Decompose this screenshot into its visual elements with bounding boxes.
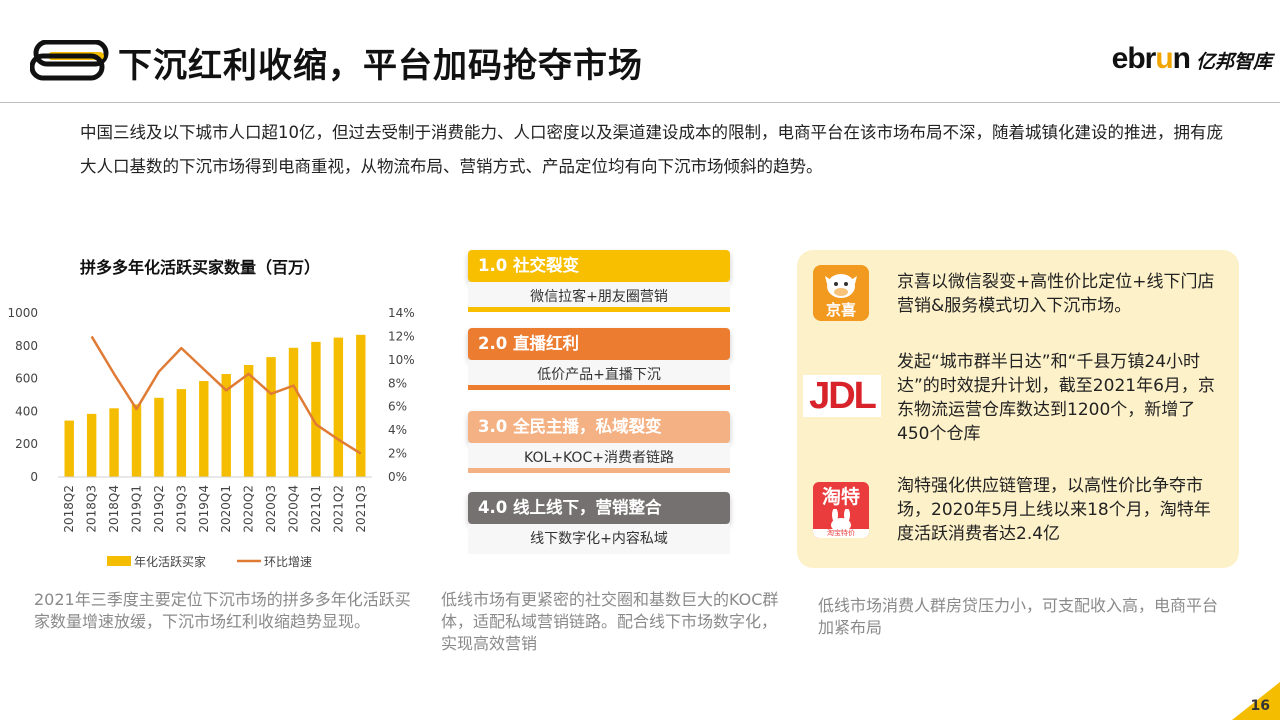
y-left-tick-label: 400 — [15, 404, 38, 418]
y-right-tick-label: 4% — [388, 423, 407, 437]
stage-1-detail: 微信拉客+朋友圈营销 — [468, 282, 730, 312]
y-right-tick-label: 8% — [388, 376, 407, 390]
cow-face-icon — [825, 274, 857, 298]
jdl-description: 发起“城市群半日达”和“千县万镇24小时达”的时效提升计划，截至2021年6月，… — [897, 352, 1215, 444]
x-tick-label: 2019Q1 — [130, 485, 144, 533]
caption-middle: 低线市场有更紧密的社交圈和基数巨大的KOC群体，适配私域营销链路。配合线下市场数… — [441, 590, 779, 653]
x-tick-label: 2020Q3 — [264, 485, 278, 533]
jingxi-description: 京喜以微信裂变+高性价比定位+线下门店营销&服务模式切入下沉市场。 — [897, 272, 1215, 316]
growth-rate-line — [90, 335, 362, 455]
bar — [176, 389, 187, 477]
brand-name-cn: 亿邦智库 — [1195, 51, 1272, 73]
taote-description: 淘特强化供应链管理，以高性价比争夺市场，2020年5月上线以来18个月，淘特年度… — [897, 476, 1211, 544]
brand-logo: ebrun 亿邦智库 — [1112, 42, 1272, 76]
bar — [333, 337, 344, 477]
active-buyers-chart: 0 200 400 600 800 1000 0% 2% 4% 6% 8% 10% 12% 14% 2018… — [7, 306, 415, 569]
brand-name-en: ebrun — [1111, 42, 1191, 75]
y-right-tick-label: 2% — [388, 447, 407, 461]
jingxi-logo: 京喜 — [813, 265, 869, 321]
brand-logo-mark — [30, 40, 109, 81]
bar — [288, 347, 299, 477]
jingxi-logo-text: 京喜 — [825, 301, 856, 319]
y-left-tick-label: 1000 — [7, 306, 38, 320]
y-left-tick-label: 0 — [30, 470, 38, 484]
legend-label-bars: 年化活跃买家 — [134, 554, 206, 569]
intro-paragraph: 中国三线及以下城市人口超10亿，但过去受制于消费能力、人口密度以及渠道建设成本的… — [80, 123, 1223, 176]
stage-1: 1.0 社交裂变 微信拉客+朋友圈营销 — [468, 250, 730, 312]
caption-right: 低线市场消费人群房贷压力小，可支配收入高，电商平台加紧布局 — [818, 596, 1219, 637]
y-left-tick-label: 800 — [15, 339, 38, 353]
taote-logo-subtext: 淘宝特价 — [813, 529, 869, 538]
stage-4-label: 4.0 线上线下，营销整合 — [468, 492, 730, 524]
stage-1-label: 1.0 社交裂变 — [468, 250, 730, 282]
bar — [64, 420, 74, 477]
y-right-tick-label: 10% — [388, 353, 415, 367]
platform-card: 京喜 京喜以微信裂变+高性价比定位+线下门店营销&服务模式切入下沉市场。 JDL… — [797, 250, 1239, 568]
bar — [199, 381, 209, 477]
stage-3: 3.0 全民主播，私域裂变 KOL+KOC+消费者链路 — [468, 411, 730, 473]
x-tick-label: 2018Q2 — [62, 485, 76, 533]
x-tick-label: 2021Q3 — [354, 485, 368, 533]
jdl-logo: JDL — [803, 375, 881, 417]
x-tick-label: 2021Q1 — [309, 485, 323, 533]
page-corner-triangle — [1232, 682, 1280, 720]
x-tick-label: 2020Q2 — [242, 485, 256, 533]
jdl-logo-text: JDL — [809, 375, 877, 417]
rabbit-icon — [831, 509, 851, 531]
x-tick-label: 2020Q1 — [219, 485, 233, 533]
bar — [109, 408, 119, 477]
bar — [356, 334, 366, 477]
y-right-tick-label: 6% — [388, 400, 407, 414]
x-tick-label: 2019Q3 — [174, 485, 188, 533]
taote-logo: 淘特 淘宝特价 — [813, 482, 869, 538]
caption-left: 2021年三季度主要定位下沉市场的拼多多年化活跃买家数量增速放缓，下沉市场红利收… — [34, 590, 411, 631]
stage-2: 2.0 直播红利 低价产品+直播下沉 — [468, 328, 730, 390]
x-tick-label: 2021Q2 — [331, 485, 345, 533]
stage-4-detail: 线下数字化+内容私域 — [468, 524, 730, 554]
taote-logo-text: 淘特 — [821, 486, 860, 508]
stage-2-detail: 低价产品+直播下沉 — [468, 360, 730, 390]
stage-3-label: 3.0 全民主播，私域裂变 — [468, 411, 730, 443]
bar — [311, 341, 321, 477]
y-right-tick-label: 12% — [388, 329, 415, 343]
x-tick-label: 2018Q3 — [85, 485, 99, 533]
chart-title: 拼多多年化活跃买家数量（百万） — [80, 258, 321, 277]
page-title: 下沉红利收缩，平台加码抢夺市场 — [118, 46, 643, 86]
page-number: 16 — [1250, 698, 1270, 714]
stage-3-detail: KOL+KOC+消费者链路 — [468, 443, 730, 473]
legend-label-line: 环比增速 — [264, 555, 312, 569]
header-divider — [0, 102, 1280, 103]
bar — [221, 374, 231, 477]
legend-swatch-bars — [107, 556, 131, 566]
x-tick-label: 2020Q4 — [287, 485, 301, 533]
bar — [243, 364, 254, 477]
x-tick-label: 2018Q4 — [107, 485, 121, 533]
x-tick-label: 2019Q4 — [197, 485, 211, 533]
y-right-tick-label: 14% — [388, 306, 415, 320]
y-right-tick-label: 0% — [388, 470, 407, 484]
stage-4: 4.0 线上线下，营销整合 线下数字化+内容私域 — [468, 492, 730, 554]
bar — [131, 404, 142, 477]
bar — [154, 397, 164, 477]
y-left-tick-label: 600 — [15, 372, 38, 386]
y-left-tick-label: 200 — [15, 437, 38, 451]
bar — [86, 413, 97, 477]
stage-2-label: 2.0 直播红利 — [468, 328, 730, 360]
x-tick-label: 2019Q2 — [152, 485, 166, 533]
bar — [266, 357, 276, 477]
